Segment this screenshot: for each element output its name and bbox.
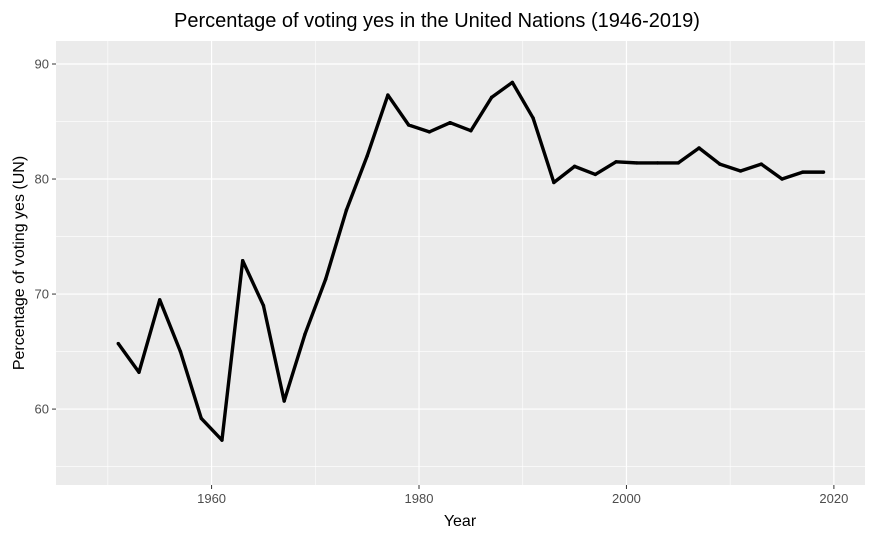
axis-ticks: 1960 1980 2000 2020 60 70 80 90 bbox=[35, 57, 849, 506]
grid-lines bbox=[56, 41, 865, 485]
data-point bbox=[801, 170, 805, 174]
data-point bbox=[220, 438, 224, 442]
data-point bbox=[821, 170, 826, 174]
data-point bbox=[199, 416, 203, 420]
data-point bbox=[614, 160, 618, 164]
x-tick-label: 1980 bbox=[405, 491, 434, 506]
data-point bbox=[323, 277, 328, 281]
data-point bbox=[365, 154, 369, 158]
data-point bbox=[510, 80, 515, 85]
data-point bbox=[116, 341, 120, 346]
y-tick-label: 90 bbox=[35, 57, 49, 72]
data-point bbox=[158, 298, 162, 302]
data-point bbox=[137, 370, 141, 374]
y-tick-label: 80 bbox=[35, 172, 49, 187]
data-point bbox=[282, 399, 286, 403]
data-point bbox=[303, 332, 307, 337]
data-point bbox=[738, 169, 743, 173]
data-point bbox=[240, 258, 245, 263]
data-point bbox=[718, 162, 722, 166]
data-point bbox=[780, 177, 784, 181]
data-point bbox=[759, 162, 763, 166]
data-point bbox=[635, 161, 639, 165]
chart-title: Percentage of voting yes in the United N… bbox=[174, 10, 700, 32]
data-point bbox=[552, 180, 556, 185]
data-point bbox=[427, 130, 432, 134]
data-point bbox=[697, 146, 701, 150]
data-point bbox=[406, 123, 411, 127]
x-tick-label: 2020 bbox=[819, 491, 848, 506]
data-point bbox=[489, 95, 494, 100]
data-point bbox=[593, 172, 598, 177]
data-point bbox=[531, 116, 535, 120]
data-point bbox=[572, 164, 577, 169]
data-point bbox=[469, 129, 473, 133]
data-point bbox=[178, 349, 183, 354]
x-tick-label: 2000 bbox=[612, 491, 641, 506]
x-tick-label: 1960 bbox=[197, 491, 226, 506]
data-point bbox=[261, 303, 266, 308]
series-layer bbox=[116, 80, 826, 442]
y-tick-label: 60 bbox=[35, 402, 49, 417]
panel-background bbox=[56, 41, 865, 485]
data-point bbox=[344, 208, 349, 212]
data-point bbox=[676, 161, 681, 165]
x-axis-label: Year bbox=[444, 513, 477, 530]
data-point bbox=[448, 120, 452, 125]
data-point bbox=[655, 161, 660, 165]
y-tick-label: 70 bbox=[35, 287, 49, 302]
y-axis-label: Percentage of voting yes (UN) bbox=[11, 156, 28, 370]
data-point bbox=[386, 93, 390, 97]
